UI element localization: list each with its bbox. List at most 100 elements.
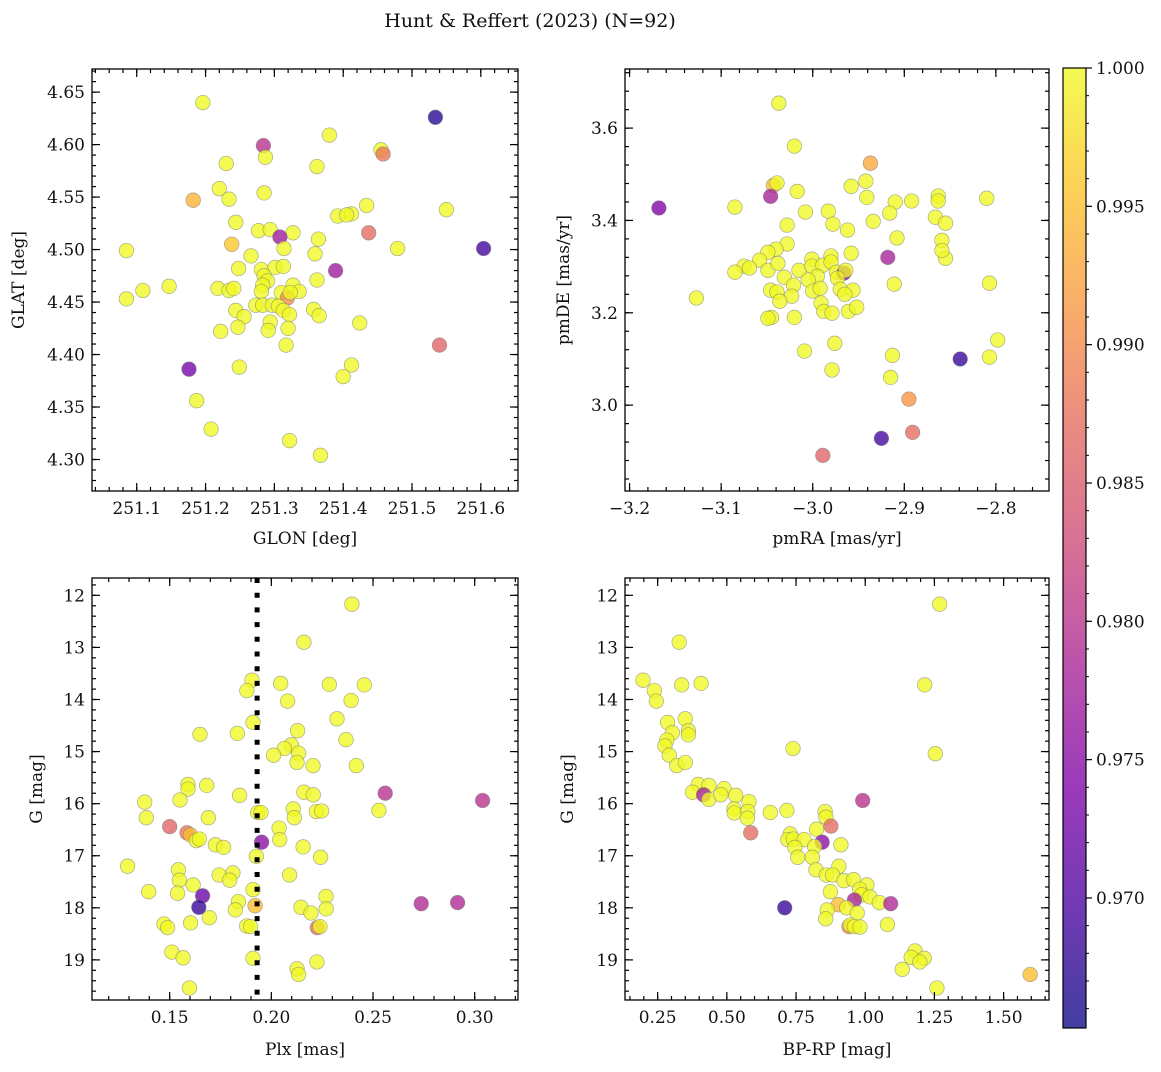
- x-tick-label: 0.25: [354, 1008, 392, 1028]
- x-tick-label: 251.2: [181, 499, 230, 519]
- data-point: [880, 249, 896, 266]
- y-tick-label: 14: [63, 691, 85, 711]
- data-point: [182, 915, 199, 931]
- colorbar: 0.970 0.975 0.980 0.985 0.990 0.995 1.000: [1062, 59, 1145, 1029]
- panel-bprp-g: BP-RP [mag] G [mag] 0.25 0.50 0.75 1.00 1.25…: [558, 577, 1050, 1060]
- data-point: [865, 213, 881, 230]
- data-point: [882, 205, 898, 221]
- data-point: [290, 966, 307, 983]
- data-point: [818, 911, 834, 927]
- colorbar-frame: [1062, 67, 1087, 1029]
- data-point: [937, 215, 954, 231]
- x-axis-label: GLON [deg]: [253, 529, 357, 549]
- data-point: [159, 919, 176, 936]
- data-point: [279, 693, 296, 709]
- y-axis-label: G [mag]: [27, 754, 47, 823]
- scatter-points: [118, 94, 492, 463]
- data-point: [260, 322, 276, 339]
- data-point: [344, 596, 360, 612]
- x-tick-label: 0.50: [708, 1008, 746, 1028]
- data-point: [375, 146, 391, 162]
- data-point: [904, 424, 921, 441]
- data-point: [713, 787, 729, 803]
- data-point: [303, 905, 319, 921]
- y-tick-label: 16: [596, 795, 618, 815]
- data-point: [427, 109, 444, 125]
- data-point: [348, 757, 364, 774]
- data-point: [680, 727, 697, 743]
- data-point: [218, 155, 234, 172]
- data-point: [162, 818, 178, 835]
- data-point: [843, 245, 859, 261]
- data-point: [231, 359, 247, 375]
- data-point: [245, 881, 261, 898]
- data-point: [361, 225, 377, 241]
- data-point: [329, 711, 345, 727]
- data-point: [739, 810, 755, 826]
- data-point: [438, 202, 455, 218]
- data-point: [837, 286, 853, 302]
- data-point: [661, 747, 677, 763]
- data-point: [211, 181, 227, 197]
- y-tick-label: 15: [63, 743, 85, 763]
- data-point: [119, 858, 136, 874]
- data-point: [230, 319, 246, 335]
- y-tick-label: 4.45: [47, 293, 85, 313]
- colorbar-tick-label: 0.970: [1096, 889, 1145, 909]
- x-tick-label: −3.1: [701, 499, 742, 519]
- data-point: [751, 252, 768, 268]
- data-point: [135, 282, 151, 299]
- y-tick-label: 3.4: [591, 211, 618, 231]
- data-point: [741, 260, 758, 276]
- colorbar-tick-label: 0.975: [1096, 751, 1145, 771]
- data-point: [242, 918, 259, 935]
- data-point: [785, 740, 801, 757]
- data-point: [141, 884, 157, 900]
- data-point: [229, 725, 246, 742]
- y-tick-label: 15: [596, 743, 618, 763]
- scatter-points: [635, 596, 1038, 996]
- data-point: [243, 248, 259, 264]
- data-point: [169, 885, 186, 901]
- data-point: [312, 447, 329, 463]
- y-axis-label: pmDE [mas/yr]: [554, 215, 574, 345]
- data-point: [825, 216, 841, 232]
- data-point: [172, 792, 188, 808]
- data-point: [281, 432, 298, 449]
- data-point: [248, 848, 264, 864]
- data-point: [820, 203, 836, 219]
- data-point: [651, 200, 667, 216]
- data-point: [191, 831, 208, 847]
- data-point: [790, 849, 806, 865]
- data-point: [222, 872, 238, 888]
- data-point: [181, 980, 198, 996]
- data-point: [779, 802, 795, 819]
- data-point: [849, 299, 865, 315]
- data-point: [903, 193, 920, 209]
- x-tick-label: 0.75: [777, 1008, 815, 1028]
- data-point: [327, 262, 344, 279]
- x-tick-label: 0.30: [456, 1008, 494, 1028]
- data-point: [431, 337, 448, 353]
- data-point: [181, 361, 197, 377]
- colorbar-tick-label: 0.995: [1096, 197, 1145, 217]
- data-point: [786, 309, 803, 326]
- data-point: [281, 306, 298, 323]
- x-tick-label: 1.50: [985, 1008, 1023, 1028]
- ticks: [92, 578, 518, 1000]
- x-tick-label: 1.25: [915, 1008, 953, 1028]
- data-point: [321, 676, 337, 693]
- data-point: [191, 899, 207, 915]
- data-point: [310, 231, 327, 247]
- y-tick-label: 4.30: [47, 451, 85, 471]
- data-point: [824, 305, 840, 321]
- data-point: [338, 207, 355, 223]
- data-point: [280, 320, 296, 336]
- axes-frame: [91, 577, 519, 1001]
- ticks: [625, 69, 1049, 491]
- y-tick-label: 16: [63, 795, 85, 815]
- data-point: [635, 672, 651, 688]
- data-point: [312, 918, 328, 935]
- data-point: [475, 240, 492, 257]
- x-tick-label: −2.8: [975, 499, 1016, 519]
